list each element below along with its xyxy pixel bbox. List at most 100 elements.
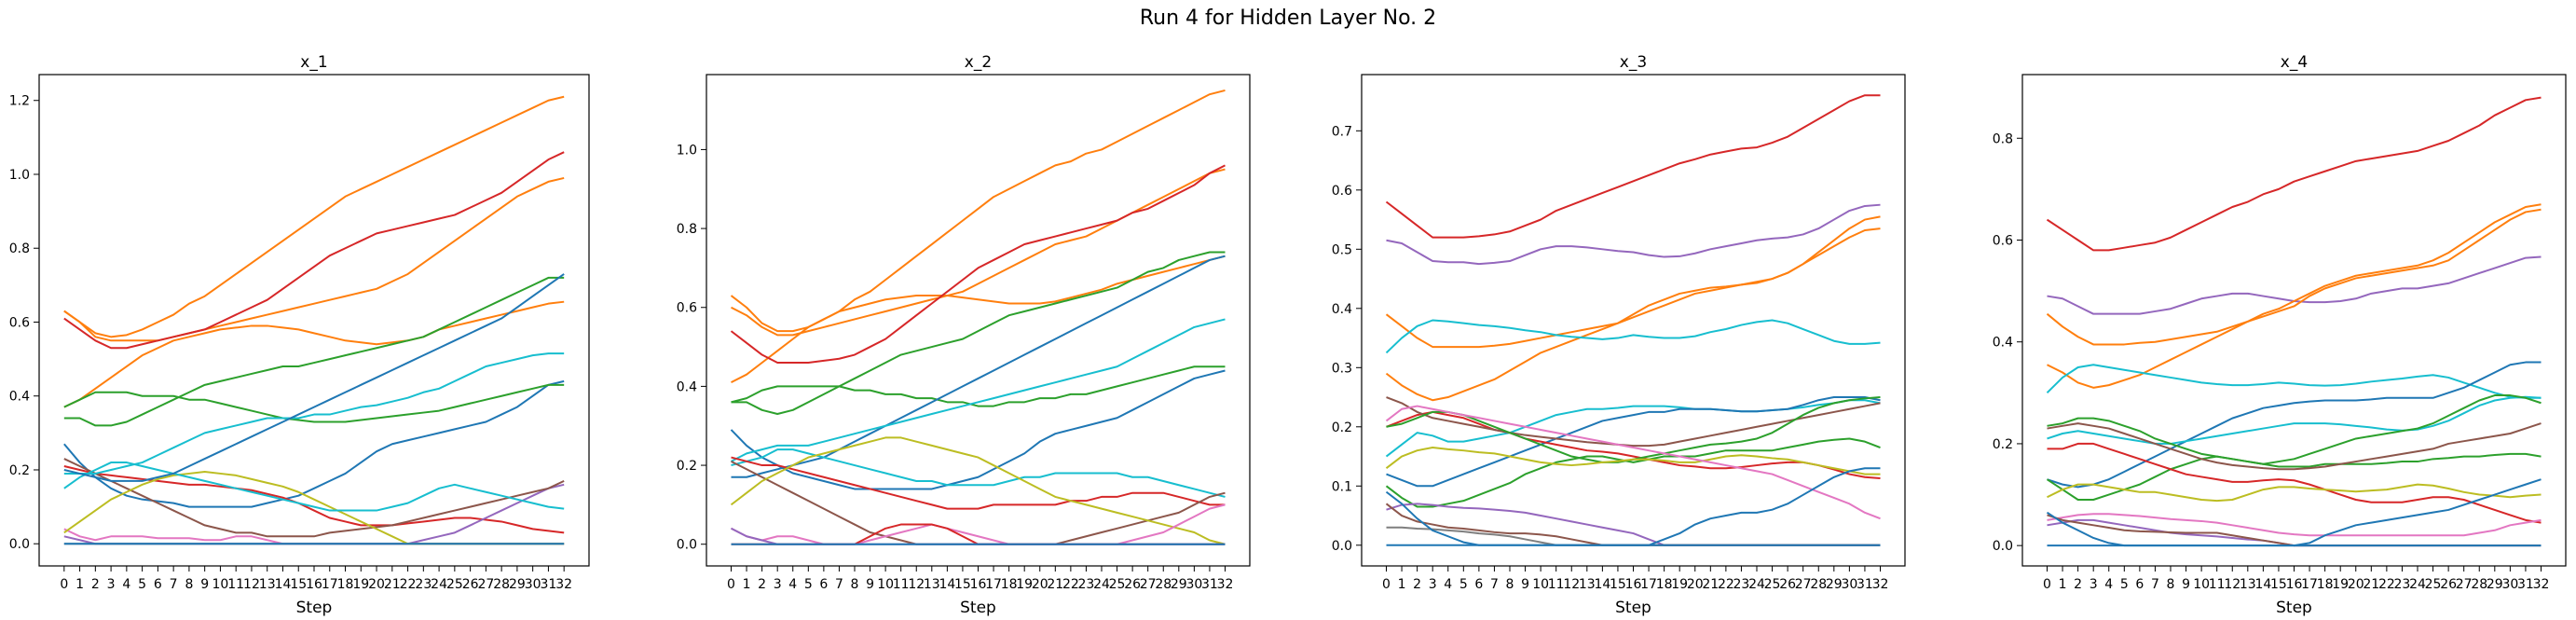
x-tick-label: 20 (2348, 577, 2364, 592)
subplot-2: 0 1 2 3 4 5 6 7 8 9 101112131415161718192021222324… (677, 53, 1251, 617)
x-tick-label: 6 (819, 577, 828, 592)
series-line-7 (730, 369, 1226, 490)
x-tick-label: 19 (352, 577, 369, 592)
series-line-3 (731, 255, 1226, 384)
x-tick-label: 24 (431, 577, 447, 592)
x-tick-label: 2 (2074, 577, 2082, 592)
subplot-4: 0 1 2 3 4 5 6 7 8 9 101112131415161718192021222324… (1993, 53, 2567, 617)
x-tick-label: 30 (2501, 577, 2518, 592)
series-line-3 (2046, 208, 2542, 346)
x-tick-label: 10 (212, 577, 229, 592)
x-tick-label: 16 (306, 577, 322, 592)
subplot-title: x_1 (300, 53, 327, 72)
series-line-3 (1385, 215, 1881, 349)
y-tick-label: 0.6 (1993, 233, 2013, 248)
x-axis-label: Step (960, 599, 996, 617)
x-tick-label: 21 (2363, 577, 2379, 592)
series-line-10 (63, 458, 565, 538)
x-tick-label: 4 (1444, 577, 1452, 592)
x-tick-label: 18 (1001, 577, 1018, 592)
series-group (63, 95, 565, 545)
x-tick-label: 26 (1779, 577, 1796, 592)
x-tick-label: 28 (493, 577, 510, 592)
x-axis-label: Step (296, 599, 333, 617)
x-tick-label: 2 (758, 577, 766, 592)
x-tick-label: 12 (1563, 577, 1580, 592)
x-tick-label: 26 (462, 577, 479, 592)
x-tick-label: 11 (893, 577, 910, 592)
x-tick-label: 27 (477, 577, 494, 592)
series-line-10 (2047, 422, 2542, 471)
x-tick-label: 3 (2090, 577, 2098, 592)
x-tick-label: 15 (2270, 577, 2287, 592)
x-tick-label: 3 (107, 577, 116, 592)
x-tick-label: 2 (91, 577, 100, 592)
x-tick-label: 7 (835, 577, 843, 592)
series-line-15 (2047, 514, 2542, 547)
series-line-12 (2047, 483, 2542, 503)
x-tick-label: 19 (1671, 577, 1688, 592)
x-tick-label: 29 (1171, 577, 1187, 592)
x-tick-label: 8 (851, 577, 859, 592)
x-tick-label: 11 (1548, 577, 1565, 592)
series-line-14 (63, 462, 565, 512)
x-tick-label: 11 (2209, 577, 2226, 592)
x-tick-label: 5 (2120, 577, 2129, 592)
x-tick-label: 17 (1640, 577, 1657, 592)
x-tick-label: 0 (60, 577, 68, 592)
x-tick-label: 32 (1872, 577, 1889, 592)
y-tick-label: 0.1 (1332, 479, 1352, 494)
series-line-2 (63, 95, 565, 338)
x-tick-label: 30 (1185, 577, 1202, 592)
x-tick-label: 14 (1594, 577, 1610, 592)
x-tick-label: 15 (290, 577, 307, 592)
x-tick-label: 10 (1532, 577, 1549, 592)
x-tick-label: 2 (1413, 577, 1421, 592)
series-line-13 (1385, 405, 1881, 520)
x-tick-label: 32 (555, 577, 572, 592)
x-axis-ticks: 0 1 2 3 4 5 6 7 8 9 101112131415161718192021222324… (2043, 566, 2549, 592)
series-line-12 (1385, 447, 1881, 475)
x-tick-label: 28 (1155, 577, 1172, 592)
series-line-8 (731, 255, 1226, 478)
x-tick-label: 6 (154, 577, 162, 592)
series-line-8 (1386, 410, 1881, 480)
x-tick-label: 29 (2487, 577, 2503, 592)
series-line-14 (1386, 503, 1881, 546)
series-line-11 (2047, 442, 2542, 524)
x-tick-label: 4 (2104, 577, 2113, 592)
x-tick-label: 17 (322, 577, 338, 592)
x-tick-label: 13 (259, 577, 276, 592)
x-tick-label: 22 (2378, 577, 2395, 592)
x-tick-label: 26 (1124, 577, 1141, 592)
y-tick-label: 0.2 (1332, 420, 1352, 435)
x-tick-label: 18 (2317, 577, 2334, 592)
x-tick-label: 16 (970, 577, 987, 592)
y-tick-label: 0.4 (9, 390, 30, 405)
y-axis-ticks: 0.0 0.2 0.4 0.6 0.8 1.0 1.2 (9, 94, 39, 552)
x-tick-label: 28 (1810, 577, 1827, 592)
x-tick-label: 5 (138, 577, 146, 592)
y-tick-label: 0.8 (677, 222, 697, 237)
x-tick-label: 20 (1032, 577, 1048, 592)
series-line-4 (730, 164, 1226, 364)
series-line-7 (1386, 396, 1881, 488)
series-line-15 (63, 352, 565, 475)
x-tick-label: 17 (985, 577, 1002, 592)
series-line-2 (731, 168, 1226, 337)
x-tick-label: 9 (200, 577, 209, 592)
y-tick-label: 0.6 (677, 301, 697, 316)
x-axis-ticks: 0 1 2 3 4 5 6 7 8 9 101112131415161718192021222324… (60, 566, 572, 592)
subplot-3: 0 1 2 3 4 5 6 7 8 9 101112131415161718192021222324… (1332, 53, 1906, 617)
series-line-11 (731, 456, 1226, 510)
y-axis-ticks: 0.0 0.2 0.4 0.6 0.8 (1993, 131, 2022, 554)
series-line-9 (2047, 417, 2542, 468)
y-tick-label: 0.0 (677, 538, 697, 553)
x-tick-label: 12 (2224, 577, 2240, 592)
axes-frame (2021, 74, 2567, 567)
series-line-16 (63, 273, 565, 482)
series-line-5 (731, 365, 1226, 407)
series-line-5 (2046, 364, 2542, 399)
y-tick-label: 0.3 (1332, 361, 1352, 376)
x-tick-label: 17 (2301, 577, 2318, 592)
